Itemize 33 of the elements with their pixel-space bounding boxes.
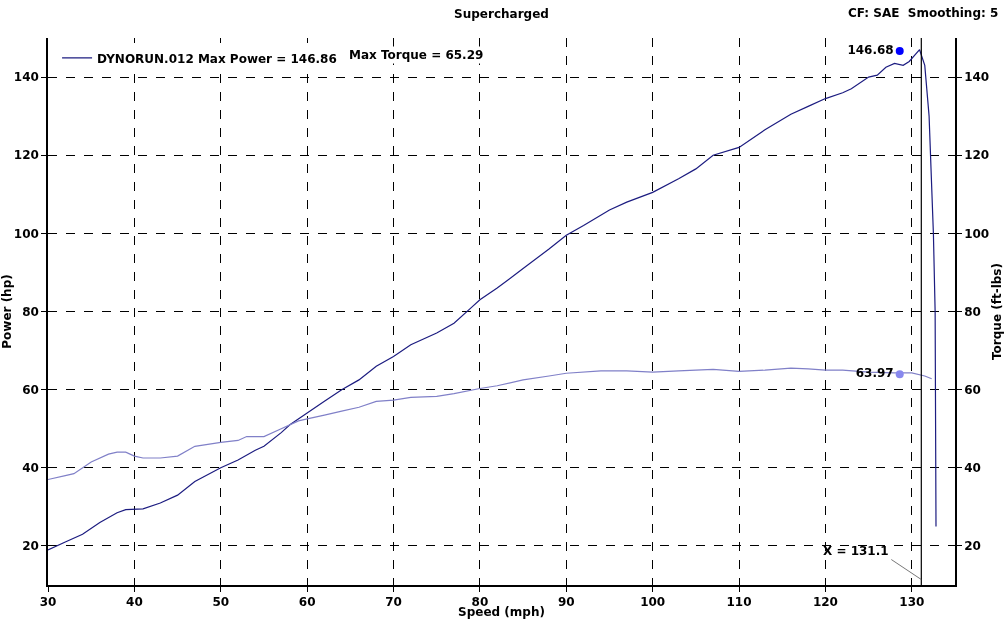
y2-tick-label: 120 — [964, 148, 990, 163]
text: CF: SAE Smoothing: 5 — [848, 6, 999, 20]
y2-tick-label: 60 — [964, 382, 981, 397]
data-label: 63.97 — [855, 366, 894, 381]
y-tick-label: 80 — [22, 304, 39, 319]
y-tick-label: 100 — [13, 226, 39, 241]
y-tick-label: 40 — [22, 460, 39, 475]
y-axis-title: Power (hp) — [0, 274, 14, 349]
y2-tick-label: 40 — [964, 460, 981, 475]
y2-tick-label: 100 — [964, 226, 990, 241]
legend-label: DYNORUN.012 Max Power = 146.86 — [97, 51, 337, 66]
y-tick-label: 140 — [13, 70, 39, 85]
y-tick-label: 60 — [22, 382, 39, 397]
x-tick-label: 90 — [557, 595, 575, 610]
x-tick-label: 130 — [899, 595, 925, 610]
x-tick-label: 50 — [212, 595, 230, 610]
y2-tick-label: 140 — [964, 70, 990, 85]
x-tick-label: 60 — [298, 595, 316, 610]
y-tick-label: 120 — [13, 148, 39, 163]
x-tick-label: 30 — [39, 595, 57, 610]
x-tick-label: 40 — [126, 595, 143, 610]
y2-tick-label: 20 — [964, 539, 981, 554]
annotation: Max Torque = 65.29 — [349, 48, 484, 62]
x-tick-label: 110 — [726, 595, 752, 610]
x-tick-label: 100 — [640, 595, 666, 610]
line-series — [48, 367, 933, 481]
data-label: 146.68 — [847, 42, 894, 57]
y2-axis-title: Torque (ft-lbs) — [989, 263, 1004, 360]
x-tick-label: 70 — [385, 595, 402, 610]
y2-tick-label: 80 — [964, 304, 981, 319]
y-tick-label: 20 — [22, 539, 39, 554]
x-tick-label: 120 — [812, 595, 838, 610]
chart-title: Supercharged — [454, 6, 549, 21]
